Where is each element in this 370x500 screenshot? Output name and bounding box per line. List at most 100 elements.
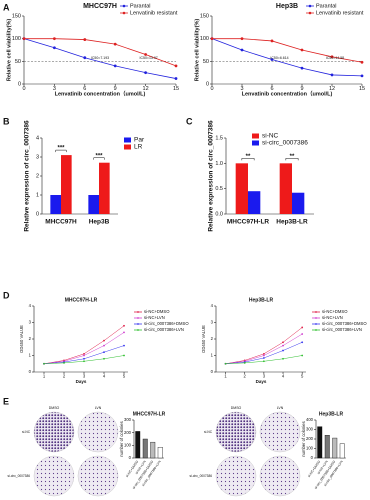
y-axis-label: OD450 VALUE — [201, 325, 206, 353]
y-axis-label: OD450 VALUE — [19, 325, 24, 353]
point — [243, 362, 246, 364]
bar — [248, 191, 261, 214]
x-tick-label: 15 — [173, 86, 179, 92]
annotation: *** — [95, 153, 103, 159]
image-row-label: si-NC — [22, 430, 31, 434]
x-tick-label: Hep3B-LR — [276, 219, 308, 226]
legend-label: Parantal — [130, 3, 151, 9]
point — [144, 71, 148, 75]
x-tick-label: 6 — [270, 86, 273, 92]
x-axis-label: Days — [256, 379, 267, 384]
y-tick-label: 100 — [12, 36, 21, 42]
y-tick-label: 1 — [211, 353, 214, 358]
y-tick-label: 1 — [29, 353, 32, 358]
legend-marker — [137, 323, 139, 325]
x-tick-label: 15 — [359, 86, 365, 92]
y-tick-label: 0 — [36, 211, 39, 217]
x-tick-label: 5 — [301, 374, 304, 379]
legend-label: Lenvatinib resistant — [316, 10, 364, 16]
panel-letter: E — [3, 396, 9, 406]
significance-bracket — [93, 157, 105, 160]
x-tick-label: 1 — [43, 374, 46, 379]
point — [123, 344, 125, 347]
point — [270, 58, 274, 61]
x-tick-label: 3 — [240, 86, 243, 92]
bar — [235, 163, 248, 214]
colony-well — [215, 411, 257, 453]
bar — [324, 435, 330, 459]
y-tick-label: 200 — [306, 436, 314, 441]
bar — [339, 443, 345, 459]
legend-label: si-NC+DMSO — [144, 309, 170, 314]
legend-swatch — [252, 133, 259, 139]
axis — [215, 306, 306, 373]
legend-marker — [308, 11, 312, 15]
x-tick-label: 0 — [22, 86, 25, 92]
colony-well — [215, 455, 257, 497]
bar — [135, 431, 141, 459]
legend-label: si-NC+LVN — [322, 315, 343, 320]
legend-marker — [308, 4, 312, 8]
x-tick-label: 5 — [123, 374, 126, 379]
x-tick-label: Hep3B — [89, 219, 110, 226]
point — [262, 352, 265, 355]
legend-marker — [315, 317, 317, 319]
legend-swatch — [124, 137, 131, 143]
bar — [88, 195, 99, 214]
y-tick-label: 2 — [29, 336, 32, 341]
y-tick-label: 1.0 — [215, 161, 223, 167]
panel-letter: B — [3, 116, 10, 126]
series-line — [225, 333, 303, 364]
point — [83, 360, 85, 363]
chart-title: Hep3B — [276, 3, 298, 10]
y-tick-label: 1 — [36, 192, 39, 198]
legend-label: si-NC+LVN — [144, 315, 165, 320]
annotation: IC50=6.614 — [270, 56, 288, 60]
annotation: IC50=14.58 — [326, 56, 344, 60]
panel-letter: A — [3, 2, 10, 12]
x-tick-label: 9 — [114, 86, 117, 92]
point — [301, 326, 304, 329]
y-tick-label: 4 — [29, 303, 32, 308]
x-tick-label: 3 — [53, 86, 56, 92]
bar — [50, 195, 61, 214]
axis — [211, 16, 362, 85]
point — [360, 74, 364, 78]
image-column-label: DMSO — [49, 406, 60, 410]
bar — [99, 162, 110, 214]
series-line — [212, 38, 363, 63]
x-tick-label: 2 — [244, 374, 247, 379]
bar — [332, 437, 338, 459]
series-line — [211, 38, 363, 77]
annotation: IC50=7.193 — [91, 56, 109, 60]
legend-marker — [137, 317, 139, 319]
legend-marker — [122, 11, 126, 15]
legend-label: si-circ_0007386+LVN — [322, 327, 362, 332]
chart-title: MHCC97H-LR — [133, 411, 166, 417]
point — [103, 344, 105, 347]
annotation: *** — [57, 146, 65, 152]
annotation: ** — [246, 154, 251, 160]
point — [300, 48, 304, 52]
point — [224, 362, 227, 365]
point — [330, 55, 334, 59]
colony-well — [259, 455, 301, 497]
legend-marker — [122, 4, 126, 8]
legend-swatch — [124, 144, 131, 150]
legend-label: si-NC — [262, 133, 279, 140]
y-axis-label: Relative cell viability(%) — [194, 19, 200, 82]
point — [210, 37, 214, 41]
x-tick-label: 12 — [329, 86, 335, 92]
image-column-label: DMSO — [231, 406, 242, 410]
point — [53, 37, 56, 41]
bar — [317, 426, 323, 459]
x-tick-label: 4 — [103, 374, 106, 379]
x-axis-label: Lenvatinib concentration（umol/L) — [242, 89, 333, 97]
point — [174, 77, 178, 80]
x-tick-label: MHCC97H — [45, 219, 77, 226]
legend-label: si-circ_0007386+LVN — [144, 327, 184, 332]
y-tick-label: 3 — [211, 320, 214, 325]
x-axis-label: Days — [76, 379, 87, 384]
point — [282, 357, 284, 360]
